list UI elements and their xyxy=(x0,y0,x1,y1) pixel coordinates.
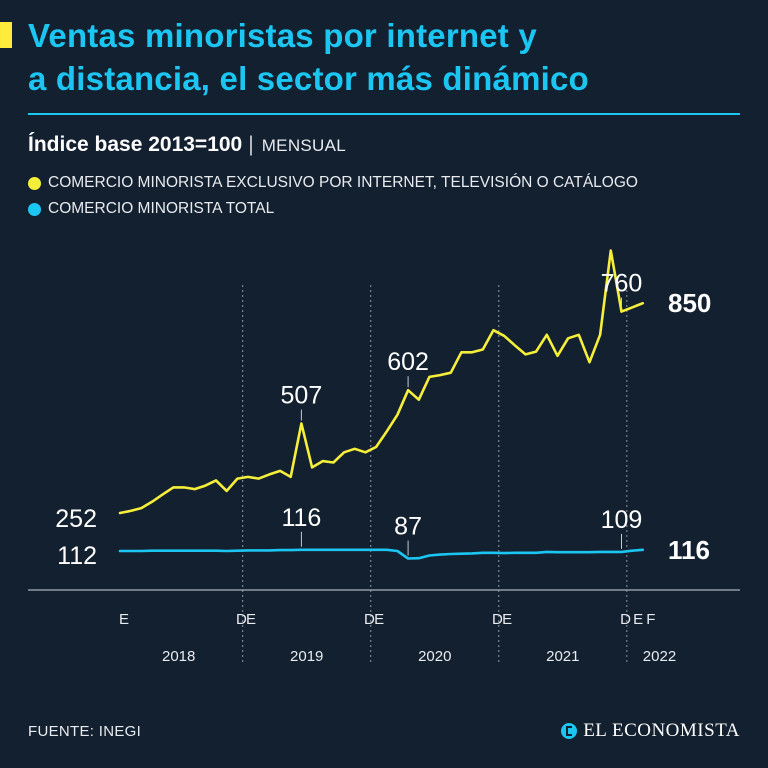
month-tick-5: D xyxy=(492,611,503,628)
title-line-2: a distancia, el sector más dinámico xyxy=(28,60,589,97)
annotation-label-1: 507 xyxy=(281,382,323,410)
month-tick-0: E xyxy=(119,611,129,628)
month-tick-6: E xyxy=(502,611,512,628)
annotation-label-5: 116 xyxy=(281,504,321,532)
year-label-3: 2021 xyxy=(546,648,579,665)
year-label-0: 2018 xyxy=(162,648,195,665)
series-line-1 xyxy=(118,548,645,560)
accent-bar xyxy=(0,22,12,48)
annotation-label-4: 112 xyxy=(57,542,97,570)
subtitle-separator: | xyxy=(248,133,254,156)
title-line-1: Ventas minoristas por internet y xyxy=(28,17,537,54)
legend-item-internet: COMERCIO MINORISTA EXCLUSIVO POR INTERNE… xyxy=(28,170,638,196)
legend-dot-blue xyxy=(28,202,41,216)
subtitle: Índice base 2013=100 | MENSUAL xyxy=(28,133,346,157)
month-tick-7: D xyxy=(620,611,631,628)
brand-icon xyxy=(561,723,578,739)
annotation-label-6: 87 xyxy=(394,513,422,541)
brand-name: EL ECONOMISTA xyxy=(583,720,740,741)
legend-label-total: COMERCIO MINORISTA TOTAL xyxy=(48,200,275,217)
subtitle-index-base: Índice base 2013=100 xyxy=(28,133,243,156)
year-label-4: 2022 xyxy=(643,648,676,665)
annotation-label-3: 760 xyxy=(601,270,643,298)
year-label-2: 2020 xyxy=(418,648,451,665)
month-tick-8: E xyxy=(633,611,643,628)
end-label-0: 850 xyxy=(668,288,711,318)
month-tick-1: D xyxy=(236,611,247,628)
month-tick-4: E xyxy=(374,611,384,628)
source-note: FUENTE: INEGI xyxy=(28,723,142,740)
chart-title: Ventas minoristas por internet y a dista… xyxy=(28,14,748,100)
legend-item-total: COMERCIO MINORISTA TOTAL xyxy=(28,196,638,222)
subtitle-frequency: MENSUAL xyxy=(261,136,347,155)
legend: COMERCIO MINORISTA EXCLUSIVO POR INTERNE… xyxy=(28,170,638,222)
annotation-label-2: 602 xyxy=(387,348,429,376)
legend-dot-yellow xyxy=(28,176,41,190)
legend-label-internet: COMERCIO MINORISTA EXCLUSIVO POR INTERNE… xyxy=(48,174,638,191)
month-tick-3: D xyxy=(364,611,375,628)
month-tick-9: F xyxy=(646,611,655,628)
year-label-1: 2019 xyxy=(290,648,323,665)
end-label-1: 116 xyxy=(668,535,710,565)
series-line-0 xyxy=(118,249,645,515)
annotation-label-7: 109 xyxy=(601,506,643,534)
brand-logo: EL ECONOMISTA xyxy=(561,720,740,742)
month-tick-2: E xyxy=(246,611,256,628)
title-divider xyxy=(28,113,740,115)
annotation-label-0: 252 xyxy=(55,505,97,533)
